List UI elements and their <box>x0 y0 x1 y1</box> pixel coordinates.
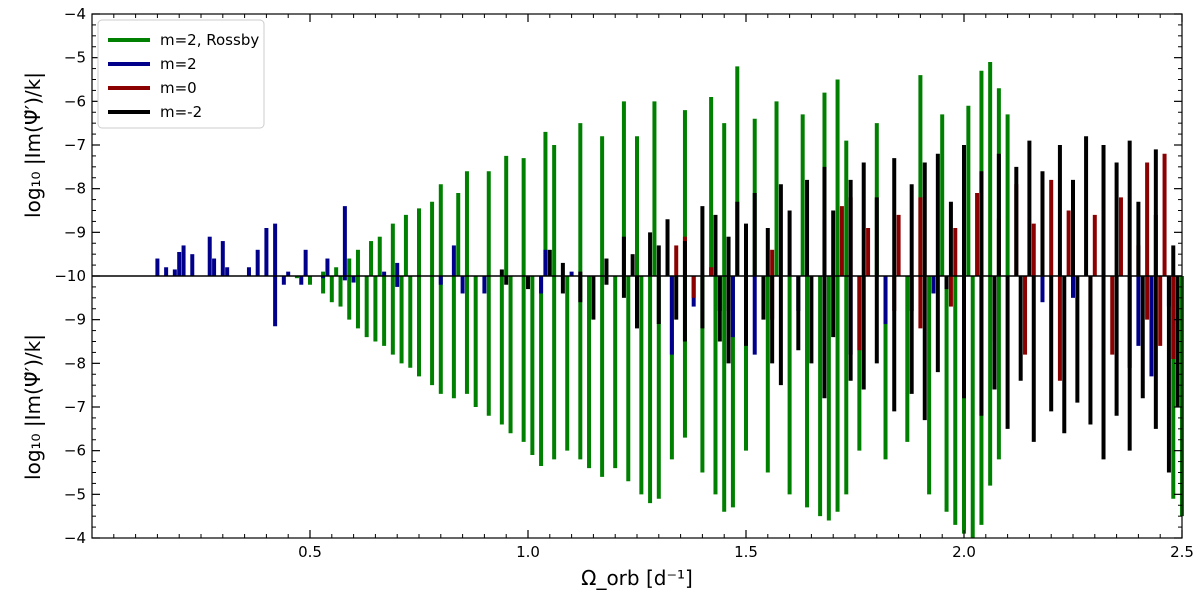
y-axis-label-top: log₁₀ |Im(Ψ̃′)/k| <box>21 72 45 218</box>
y-tick-label-top: −7 <box>64 136 86 154</box>
y-tick-label-bottom: −8 <box>64 354 86 372</box>
y-tick-label-bottom: −7 <box>64 398 86 416</box>
y-tick-label-bottom: −5 <box>64 485 86 503</box>
y-tick-label-bottom: −6 <box>64 442 86 460</box>
y-tick-label-top: −9 <box>64 223 86 241</box>
legend-entry: m=0 <box>160 79 197 97</box>
legend: m=2, Rossby m=2 m=0 m=-2 <box>97 19 265 129</box>
y-tick-label-top: −5 <box>64 49 86 67</box>
y-axis-label-bottom: log₁₀ |Im(Ψ̃′)/k| <box>21 334 45 480</box>
legend-entry: m=2, Rossby <box>160 31 259 49</box>
legend-box <box>97 19 265 129</box>
y-tick-label-top: −10 <box>54 267 86 285</box>
y-tick-label-top: −8 <box>64 180 86 198</box>
y-tick-label-bottom: −9 <box>64 311 86 329</box>
x-tick-label: 2.5 <box>1170 543 1194 561</box>
x-axis-label: Ω_orb [d⁻¹] <box>581 566 693 590</box>
x-tick-label: 0.5 <box>298 543 322 561</box>
x-tick-label: 1.0 <box>516 543 540 561</box>
bars-layer <box>155 62 1184 538</box>
legend-entry: m=2 <box>160 55 197 73</box>
y-tick-label-bottom: −4 <box>64 529 86 547</box>
series-3 <box>499 136 1180 473</box>
x-tick-label: 1.5 <box>734 543 758 561</box>
y-tick-label-top: −4 <box>64 5 86 23</box>
legend-entry: m=-2 <box>160 103 202 121</box>
ticks-layer: 0.5 1.0 1.5 2.0 2.5 −10 −9 −8 −7 −6 −5 −4 −9 −8 −7 −6 −5… <box>54 5 1194 561</box>
y-tick-label-top: −6 <box>64 92 86 110</box>
x-tick-label: 2.0 <box>952 543 976 561</box>
